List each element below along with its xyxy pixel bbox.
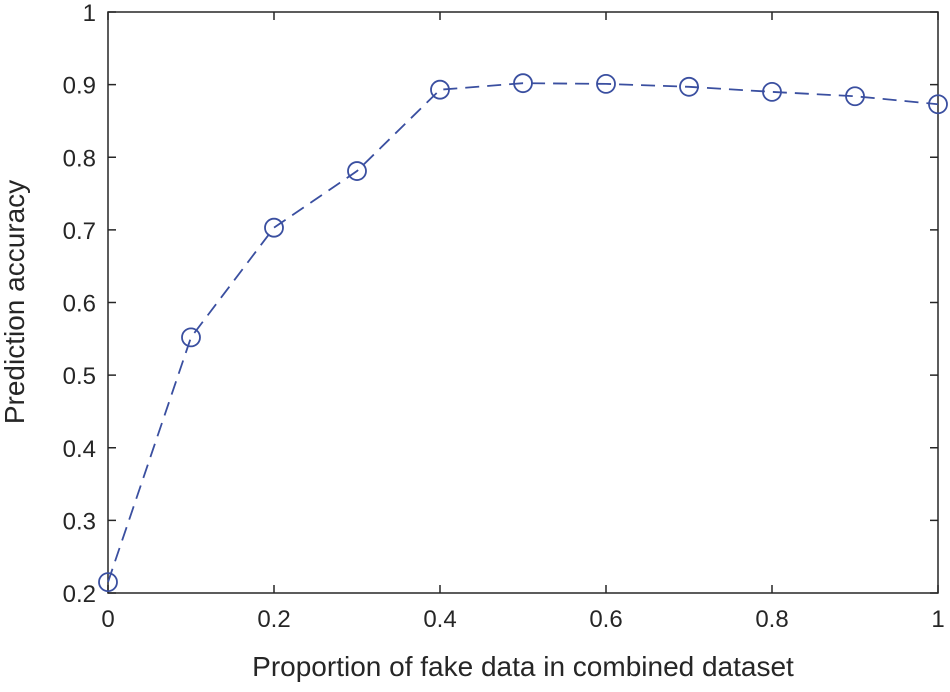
y-tick-label: 0.3: [63, 508, 96, 535]
data-point-marker: [679, 76, 699, 97]
data-point-marker: [596, 73, 616, 94]
series-layer: [98, 73, 948, 593]
data-point-marker: [430, 79, 450, 100]
x-tick-label: 0.6: [589, 606, 622, 633]
data-point-marker: [845, 86, 865, 107]
y-tick-label: 0.4: [63, 436, 96, 463]
data-point-marker: [513, 73, 533, 94]
plot-area-frame: [107, 11, 939, 594]
series-line: [107, 82, 939, 583]
x-tick-label: 0.2: [257, 606, 290, 633]
x-tick-label: 1: [931, 606, 944, 633]
data-point-marker: [264, 217, 284, 238]
data-point-marker: [98, 572, 118, 593]
y-tick-label: 0.2: [63, 581, 96, 608]
y-tick-label: 1: [83, 0, 96, 27]
y-tick-label: 0.8: [63, 145, 96, 172]
x-tick-label: 0.8: [755, 606, 788, 633]
y-tick-label: 0.6: [63, 291, 96, 318]
y-axis: 0.2 0.3 0.4 0.5 0.6 0.7 0.8 0.9 1: [63, 0, 938, 608]
x-axis: 0 0.2 0.4 0.6 0.8 1: [101, 12, 945, 633]
x-tick-label: 0.4: [423, 606, 456, 633]
y-tick-label: 0.5: [63, 363, 96, 390]
x-axis-title: Proportion of fake data in combined data…: [252, 651, 794, 682]
x-tick-label: 0: [101, 606, 114, 633]
y-axis-title: Prediction accuracy: [0, 180, 30, 424]
y-tick-label: 0.7: [63, 218, 96, 245]
y-tick-label: 0.9: [63, 73, 96, 100]
data-point-marker: [181, 327, 201, 348]
data-point-marker: [347, 161, 367, 181]
data-point-marker: [928, 94, 948, 115]
data-point-marker: [762, 81, 782, 102]
